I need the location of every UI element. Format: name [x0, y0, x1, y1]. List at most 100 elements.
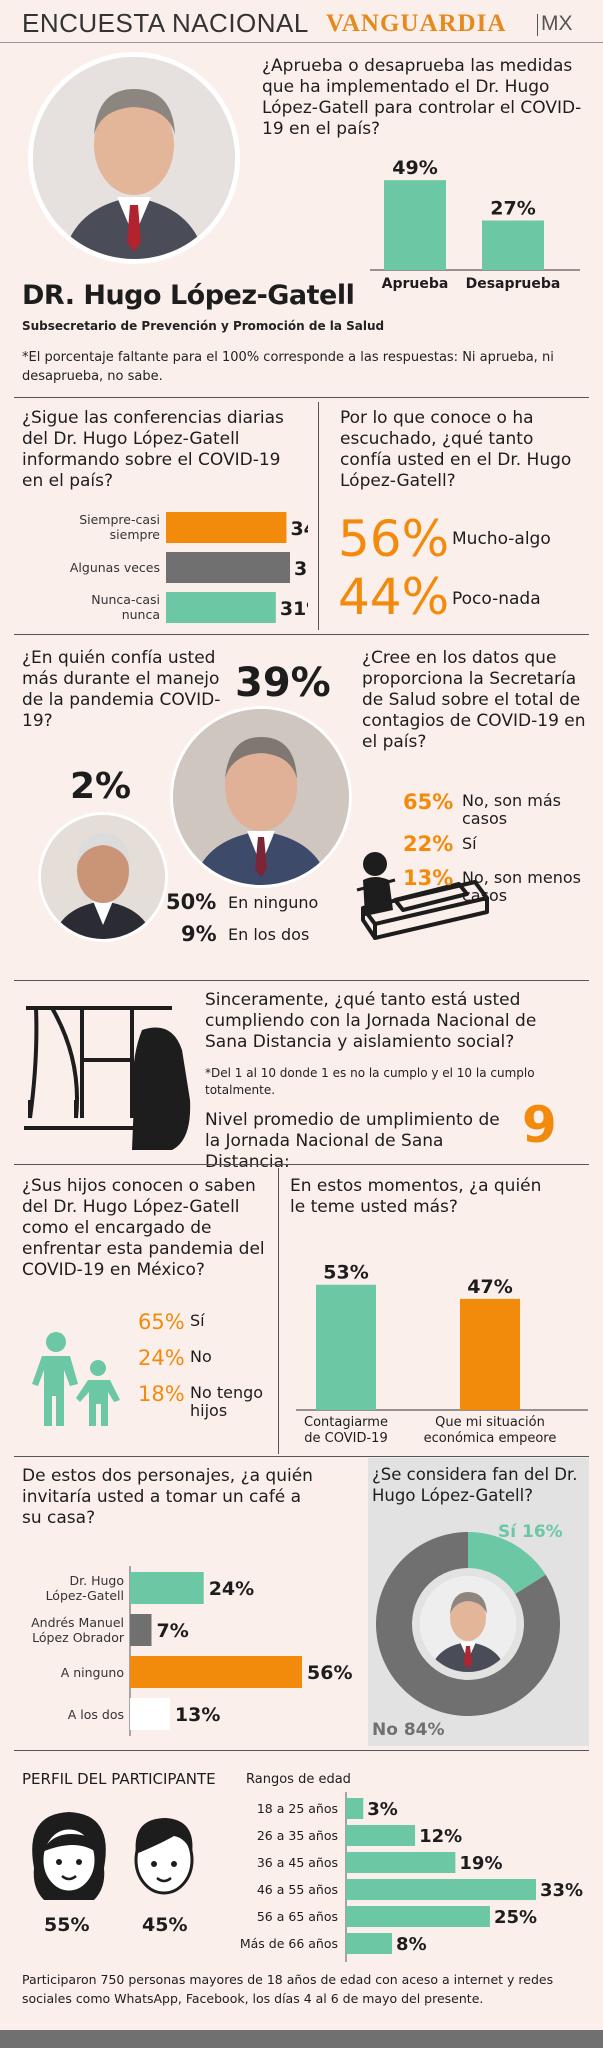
approval-category-0: Aprueba [382, 276, 449, 292]
conferences-bar-2 [166, 592, 276, 623]
rule-4 [14, 1164, 589, 1165]
children-question: ¿Sus hijos conocen o saben del Dr. Hugo … [22, 1176, 265, 1280]
fear-chart: 53% Contagiarme de COVID-19 47% Que mi situa… [296, 1264, 588, 1446]
who-trust-question: ¿En quién confía usted más durante el ma… [22, 648, 221, 731]
fan-question: ¿Se considera fan del Dr. Hugo López-Gat… [372, 1465, 578, 1505]
ages-value-0: 3% [367, 1799, 398, 1820]
coffee-value-2: 56% [307, 1662, 352, 1684]
fear-value-1: 47% [467, 1276, 512, 1298]
conferences-value-0: 34% [290, 518, 308, 540]
approval-chart: 49% Aprueba 27% Desaprueba [370, 158, 580, 292]
women-pct: 55% [44, 1914, 90, 1936]
approval-value-1: 27% [490, 198, 535, 220]
children-label-3: No tengo hijos [190, 1383, 264, 1420]
coffee-bar-3 [130, 1698, 170, 1730]
ages-bar-5 [346, 1933, 393, 1954]
gatell-name: DR. Hugo López-Gatell [22, 280, 355, 311]
coffee-category-1: Andrés Manuel López Obrador [31, 1615, 125, 1645]
distance-avg-label: Nivel promedio de umplimiento de la Jorn… [205, 1110, 500, 1172]
rule-6 [14, 1750, 589, 1751]
coffee-bar-0 [130, 1572, 204, 1604]
fan-photo [420, 1576, 516, 1672]
trust-pct-1: 56% [338, 510, 450, 568]
header-rule [0, 42, 603, 43]
fan-slice-0 [468, 1532, 546, 1594]
coffee-category-2: A ninguno [61, 1665, 124, 1680]
brand-suffix: MX [541, 12, 573, 35]
bottom-bar [0, 2030, 603, 2048]
ages-value-4: 25% [494, 1907, 537, 1928]
fan-yes-label: Sí 16% [498, 1522, 563, 1542]
gatell-pct: 39% [235, 660, 331, 706]
coffee-value-0: 24% [209, 1578, 254, 1600]
ages-category-3: 46 a 55 años [257, 1882, 338, 1897]
approval-category-1: Desaprueba [466, 276, 561, 292]
ages-bar-4 [346, 1906, 490, 1927]
conferences-bar-0 [166, 512, 287, 543]
ages-category-4: 56 a 65 años [257, 1909, 338, 1924]
data-pct-2: 22% [403, 832, 454, 856]
ages-category-2: 36 a 45 años [257, 1855, 338, 1870]
men-pct: 45% [142, 1914, 188, 1936]
gatell-portrait [28, 52, 240, 264]
patient-bed-icon [355, 820, 495, 955]
children-pct-3: 18% [138, 1382, 185, 1406]
coffee-category-3: A los dos [68, 1707, 124, 1722]
amlo-pct: 2% [70, 766, 132, 807]
ages-value-3: 33% [540, 1880, 583, 1901]
coffee-chart: 24% Dr. Hugo López-Gatell 7% Andrés Manuel Ló… [31, 1566, 352, 1736]
data-question: ¿Cree en los datos que proporciona la Se… [362, 648, 586, 752]
gatell-role: Subsecretario de Prevención y Promoción … [22, 319, 385, 333]
data-pct-3: 13% [403, 866, 454, 890]
fear-category-0: Contagiarme de COVID-19 [304, 1415, 388, 1446]
none-pct: 50% [166, 890, 217, 914]
brand-divider [537, 14, 538, 36]
divider-vertical-2 [278, 1168, 279, 1454]
fear-value-0: 53% [323, 1264, 368, 1284]
ages-value-1: 12% [419, 1826, 462, 1847]
gatell-photo-small [170, 706, 352, 888]
coffee-bar-1 [130, 1614, 152, 1646]
data-label-1: No, son más casos [462, 791, 562, 828]
conferences-value-1: 35% [294, 558, 308, 580]
children-pct-2: 24% [138, 1346, 185, 1370]
coffee-value-3: 13% [175, 1704, 220, 1726]
fear-bar-1 [460, 1298, 520, 1410]
data-label-3: No, son menos casos [462, 868, 581, 905]
data-label-2: Sí [462, 834, 477, 853]
distance-question: Sinceramente, ¿qué tanto está usted cump… [205, 990, 537, 1052]
approval-question: ¿Aprueba o desaprueba las medidas que ha… [262, 56, 582, 139]
conferences-question: ¿Sigue las conferencias diarias del Dr. … [22, 408, 284, 491]
children-pct-1: 65% [138, 1310, 185, 1334]
divider-vertical-1 [318, 402, 319, 630]
both-pct: 9% [181, 922, 217, 946]
section-title: ENCUESTA NACIONAL [22, 8, 309, 38]
amlo-photo [38, 812, 168, 942]
ages-category-1: 26 a 35 años [257, 1828, 338, 1843]
ages-bar-3 [346, 1879, 536, 1900]
coffee-value-1: 7% [157, 1620, 189, 1642]
rule-1 [14, 397, 589, 398]
children-label-1: Sí [190, 1311, 205, 1330]
man-icon [124, 1808, 204, 1913]
ages-bar-1 [346, 1825, 416, 1846]
fan-slice-1 [376, 1532, 560, 1716]
coffee-bar-2 [130, 1656, 302, 1688]
trust-label-2: Poco-nada [452, 589, 541, 609]
trust-pct-2: 44% [338, 568, 450, 626]
conferences-category-2: Nunca-casi nunca [91, 592, 160, 622]
fan-chart [376, 1532, 560, 1716]
children-label-2: No [190, 1347, 212, 1366]
conferences-bar-1 [166, 552, 290, 583]
distance-avg-value: 9 [522, 1096, 557, 1154]
coffee-question: De estos dos personajes, ¿a quién invita… [22, 1466, 313, 1528]
ages-value-2: 19% [459, 1853, 502, 1874]
fear-bar-0 [316, 1284, 376, 1410]
intro-footnote: *El porcentaje faltante para el 100% cor… [22, 350, 554, 384]
ages-value-5: 8% [396, 1934, 427, 1955]
data-pct-1: 65% [403, 790, 454, 814]
trust-question: Por lo que conoce o ha escuchado, ¿qué t… [340, 408, 572, 491]
ages-category-0: 18 a 25 años [257, 1801, 338, 1816]
ages-category-5: Más de 66 años [240, 1936, 338, 1951]
